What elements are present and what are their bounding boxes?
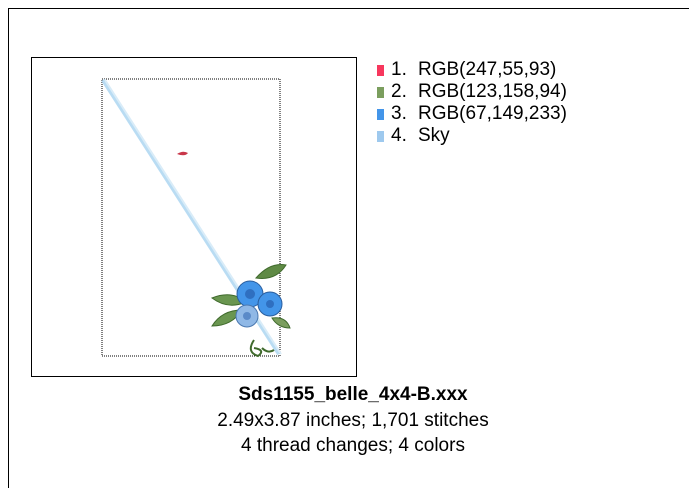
- color-swatch-3: [377, 108, 384, 120]
- red-petal: [177, 151, 188, 156]
- embroidery-preview-image: [101, 78, 291, 358]
- legend-number: 4.: [391, 125, 407, 146]
- page-frame: [8, 8, 689, 488]
- color-swatch-1: [377, 64, 384, 76]
- legend-number: 3.: [391, 103, 407, 124]
- color-legend: 1. RGB(247,55,93) 2. RGB(123,158,94) 3. …: [377, 59, 567, 147]
- design-dimensions: 2.49x3.87 inches; 1,701 stitches: [217, 410, 489, 431]
- design-bounds: [101, 78, 281, 357]
- leaf-top: [255, 264, 287, 279]
- legend-item-2: 2. RGB(123,158,94): [377, 81, 567, 103]
- color-swatch-2: [377, 86, 384, 98]
- legend-item-3: 3. RGB(67,149,233): [377, 103, 567, 125]
- legend-label: Sky: [418, 125, 450, 146]
- design-thread-info: 4 thread changes; 4 colors: [241, 435, 465, 456]
- legend-label: RGB(247,55,93): [418, 59, 557, 80]
- legend-number: 1.: [391, 59, 407, 80]
- legend-item-4: 4. Sky: [377, 125, 567, 147]
- color-swatch-4: [377, 130, 384, 142]
- stem-curl: [249, 339, 263, 358]
- legend-label: RGB(67,149,233): [418, 103, 567, 124]
- design-preview: [31, 57, 357, 377]
- legend-item-1: 1. RGB(247,55,93): [377, 59, 567, 81]
- legend-number: 2.: [391, 81, 407, 102]
- design-filename: Sds1155_belle_4x4-B.xxx: [238, 384, 468, 405]
- legend-label: RGB(123,158,94): [418, 81, 567, 102]
